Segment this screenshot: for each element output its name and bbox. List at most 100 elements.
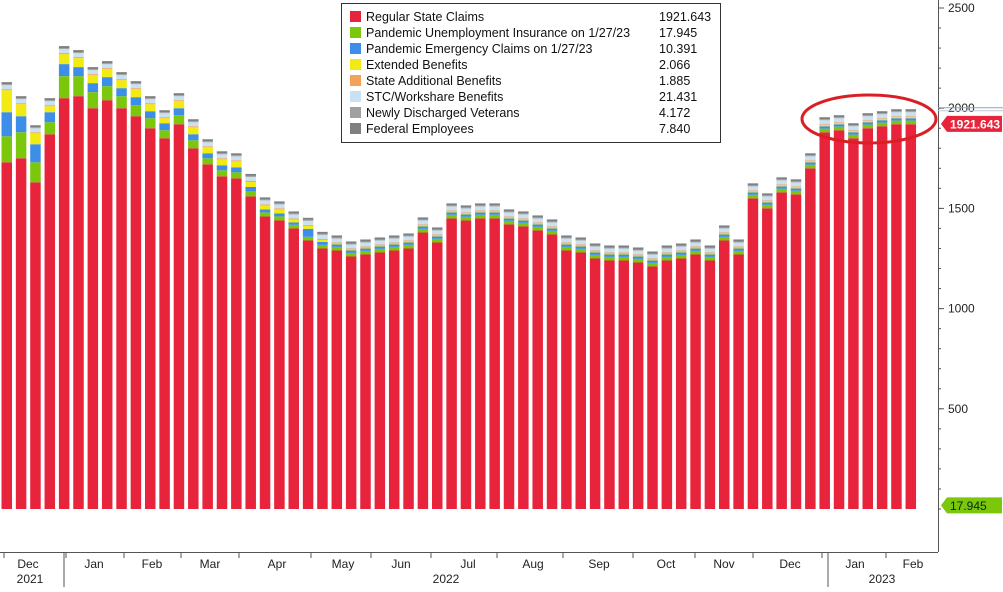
bar-stc-workshare <box>848 126 859 131</box>
bar-extended-benefits <box>833 123 845 125</box>
x-month-label: Jun <box>391 557 410 571</box>
bar-newly-discharged-veterans <box>360 241 371 243</box>
bar-federal-employees <box>905 109 917 112</box>
bar-newly-discharged-veterans <box>675 245 687 247</box>
bar-pandemic-unemployment <box>518 222 529 227</box>
bar-newly-discharged-veterans <box>216 153 228 155</box>
bar-federal-employees <box>762 193 773 196</box>
bar-pandemic-emergency <box>388 244 400 247</box>
bar-pandemic-emergency <box>475 212 486 215</box>
bar-stc-workshare <box>288 214 299 219</box>
bar-newly-discharged-veterans <box>345 243 357 245</box>
bar-state-additional <box>188 126 199 128</box>
bar-state-additional <box>202 146 213 148</box>
bar-stc-workshare <box>231 156 242 161</box>
bar-newly-discharged-veterans <box>647 253 658 255</box>
bar-federal-employees <box>503 209 515 212</box>
bar-federal-employees <box>388 235 400 238</box>
bar-regular-state-claims <box>245 196 256 509</box>
bar-stc-workshare <box>331 238 343 243</box>
bar-federal-employees <box>331 235 343 238</box>
legend-value: 10.391 <box>659 42 697 56</box>
x-month-label: May <box>332 557 355 571</box>
bar-regular-state-claims <box>876 126 888 510</box>
legend-swatch <box>350 75 361 86</box>
bar-pandemic-emergency <box>345 250 357 253</box>
bar-stc-workshare <box>862 116 873 121</box>
bar-pandemic-emergency <box>589 252 601 255</box>
bar-state-additional <box>145 103 156 105</box>
bar-stc-workshare <box>30 128 41 133</box>
bar-state-additional <box>546 226 558 228</box>
bar-regular-state-claims <box>762 208 773 509</box>
bar-extended-benefits <box>489 211 500 213</box>
bar-extended-benefits <box>173 101 185 109</box>
bar-pandemic-emergency <box>776 186 787 189</box>
bar-extended-benefits <box>647 259 658 261</box>
bar-extended-benefits <box>274 209 285 214</box>
bar-extended-benefits <box>87 75 99 84</box>
bar-pandemic-emergency <box>719 234 730 237</box>
bar-federal-employees <box>73 50 84 53</box>
bar-pandemic-emergency <box>876 120 888 123</box>
bar-newly-discharged-veterans <box>747 185 759 187</box>
bar-newly-discharged-veterans <box>460 207 472 209</box>
bar-federal-employees <box>747 183 759 186</box>
bar-pandemic-unemployment <box>891 120 902 125</box>
bar-federal-employees <box>30 125 41 128</box>
bar-pandemic-unemployment <box>546 230 558 235</box>
bar-pandemic-emergency <box>331 244 343 247</box>
bar-extended-benefits <box>259 205 271 210</box>
bar-regular-state-claims <box>360 254 371 509</box>
bar-extended-benefits <box>905 117 917 119</box>
legend-label: Extended Benefits <box>366 58 467 72</box>
bar-newly-discharged-veterans <box>116 74 127 76</box>
bar-regular-state-claims <box>274 220 285 510</box>
bar-federal-employees <box>274 201 285 204</box>
bar-pandemic-emergency <box>690 248 701 251</box>
bar-pandemic-emergency <box>848 132 859 135</box>
bar-pandemic-emergency <box>188 134 199 141</box>
bar-federal-employees <box>661 245 673 248</box>
bar-extended-benefits <box>661 253 673 255</box>
bar-pandemic-unemployment <box>216 170 228 177</box>
bar-regular-state-claims <box>532 230 543 509</box>
bar-regular-state-claims <box>503 224 515 509</box>
bar-stc-workshare <box>374 240 386 245</box>
x-month-label: Jul <box>460 557 475 571</box>
bar-pandemic-emergency <box>274 213 285 217</box>
bar-stc-workshare <box>317 234 328 239</box>
bar-pandemic-unemployment <box>862 124 873 129</box>
bar-newly-discharged-veterans <box>288 213 299 215</box>
bar-newly-discharged-veterans <box>618 247 630 249</box>
bar-federal-employees <box>87 67 99 70</box>
legend: Regular State Claims 1921.643 Pandemic Une… <box>341 3 721 143</box>
bar-regular-state-claims <box>288 228 299 509</box>
bar-state-additional <box>58 53 70 55</box>
bar-extended-benefits <box>388 243 400 245</box>
bar-stc-workshare <box>216 154 228 159</box>
bar-pandemic-emergency <box>575 246 586 249</box>
bar-extended-benefits <box>704 253 716 255</box>
bar-federal-employees <box>216 151 228 154</box>
bar-regular-state-claims <box>1 162 12 509</box>
bar-newly-discharged-veterans <box>475 205 486 207</box>
bar-state-additional <box>1 89 12 91</box>
legend-swatch <box>350 59 361 70</box>
bar-federal-employees <box>647 251 658 254</box>
bar-state-additional <box>876 118 888 120</box>
bar-newly-discharged-veterans <box>704 247 716 249</box>
bar-federal-employees <box>848 123 859 126</box>
bar-pandemic-emergency <box>130 97 142 106</box>
bar-federal-employees <box>188 119 199 122</box>
bar-pandemic-unemployment <box>87 92 99 109</box>
bar-stc-workshare <box>116 75 127 80</box>
bar-state-additional <box>259 204 271 206</box>
bar-extended-benefits <box>690 247 701 249</box>
legend-value: 7.840 <box>659 122 690 136</box>
bar-stc-workshare <box>403 236 414 241</box>
bar-pandemic-unemployment <box>762 204 773 209</box>
bar-regular-state-claims <box>87 108 99 509</box>
bar-regular-state-claims <box>589 258 601 509</box>
